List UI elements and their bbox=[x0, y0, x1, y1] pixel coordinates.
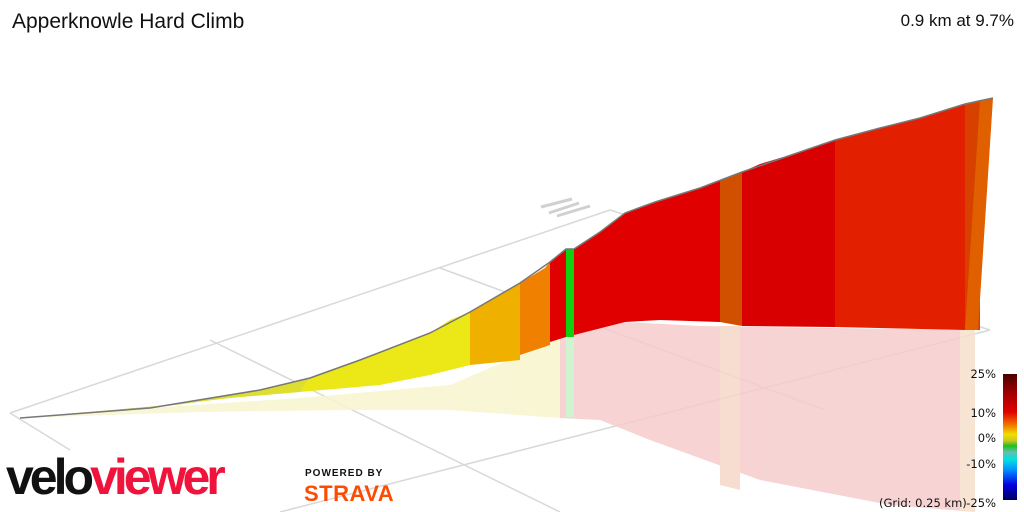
north-arrow-icon bbox=[540, 197, 591, 218]
elevation-profile bbox=[19, 97, 994, 419]
powered-by-label: POWERED BY bbox=[305, 468, 384, 479]
legend-label-10: 10% bbox=[970, 406, 996, 420]
flat-segment bbox=[566, 249, 574, 337]
strava-logo[interactable]: STRAVA bbox=[304, 481, 395, 506]
veloviewer-logo[interactable]: veloviewer bbox=[6, 449, 226, 505]
climb-title: Apperknowle Hard Climb bbox=[12, 10, 245, 33]
legend-label-25: 25% bbox=[970, 367, 996, 381]
logo-viewer: viewer bbox=[90, 449, 226, 505]
legend-label-0: 0% bbox=[977, 431, 996, 445]
grid-scale-note: (Grid: 0.25 km) bbox=[879, 496, 967, 510]
logo-velo: velo bbox=[6, 449, 94, 505]
legend-label-minus25: -25% bbox=[966, 496, 996, 510]
climb-stats: 0.9 km at 9.7% bbox=[900, 11, 1014, 30]
gradient-colour-scale bbox=[1003, 374, 1017, 500]
elevation-reflection bbox=[20, 322, 975, 512]
legend-label-minus10: -10% bbox=[966, 457, 996, 471]
